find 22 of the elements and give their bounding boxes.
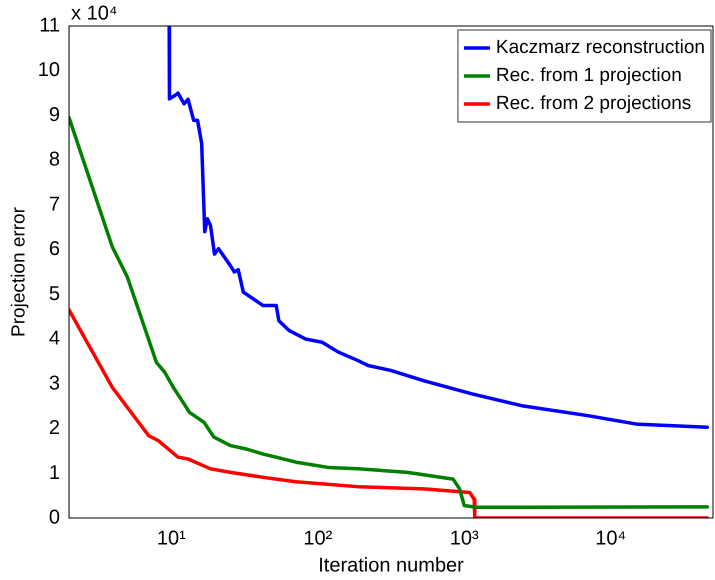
legend-label: Rec. from 2 projections	[496, 93, 692, 114]
x-tick-label: 10⁴	[595, 528, 626, 550]
y-tick-label: 11	[39, 14, 60, 37]
y-tick-label: 0	[48, 506, 60, 529]
y-tick-label: 6	[48, 238, 60, 260]
y-tick-label: 2	[48, 417, 60, 440]
x-tick-label: 10³	[450, 528, 480, 550]
legend-label: Kaczmarz reconstruction	[496, 37, 706, 58]
y-tick-label: 10	[38, 59, 60, 82]
y-axis-title: Projection error	[8, 206, 30, 337]
y-tick-label: 1	[48, 462, 60, 484]
y-tick-label: 5	[48, 282, 60, 305]
y-tick-label: 9	[48, 104, 60, 126]
y-tick-label: 4	[48, 328, 60, 350]
y-tick-label: 8	[48, 148, 60, 171]
x-tick-label: 10²	[303, 528, 333, 550]
legend-label: Rec. from 1 projection	[496, 65, 682, 86]
y-tick-label: 7	[48, 193, 60, 216]
y-tick-label: 3	[48, 372, 60, 394]
x-tick-label: 10¹	[156, 528, 186, 550]
x-axis-title: Iteration number	[318, 554, 464, 577]
text: x 10⁴	[71, 2, 118, 25]
